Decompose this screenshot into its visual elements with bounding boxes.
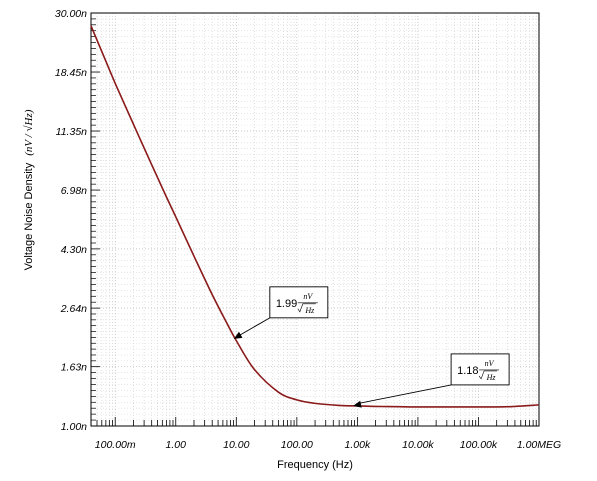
plot-frame	[90, 12, 540, 427]
annotation: 1.99 nV Hz	[233, 286, 329, 339]
x-tick-label: 1.00	[166, 439, 187, 451]
annotation-value: 1.99	[276, 298, 297, 310]
y-axis-title: Voltage Noise Density (nV / √Hz)	[23, 109, 35, 270]
annotation-arrow-line	[236, 317, 271, 338]
x-tick-label: 1.00k	[345, 439, 371, 451]
y-axis-title-text: Voltage Noise Density	[23, 162, 35, 270]
arrowhead-icon	[233, 331, 243, 339]
x-tick-label: 100.00m	[95, 439, 136, 451]
x-tick-label: 10.00	[223, 439, 249, 451]
series-line-noise	[90, 25, 540, 408]
y-tick-label: 6.98n	[61, 185, 87, 197]
x-tick-label: 1.00MEG	[517, 439, 561, 451]
x-tick-labels: 100.00m 1.00 10.00 100.00 1.00k 10.00k 100.00k…	[95, 439, 561, 451]
x-tick-label: 100.00k	[460, 439, 498, 451]
annotation-unit-denominator: Hz	[486, 373, 497, 382]
y-tick-label: 11.35n	[56, 126, 87, 138]
annotation-unit-denominator: Hz	[304, 306, 315, 315]
y-axis-title-unit: (nV / √Hz)	[23, 109, 35, 156]
x-tick-label: 10.00k	[402, 439, 434, 451]
y-tick-label: 18.45n	[55, 67, 87, 79]
y-tick-labels: 1.00n 1.63n 2.64n 4.30n 6.98n 11.35n 18.45n 30.…	[55, 8, 87, 433]
y-tick-label: 30.00n	[55, 8, 87, 20]
annotation-unit-numerator: nV	[303, 292, 313, 301]
sqrt-icon	[478, 370, 498, 380]
annotation-box	[269, 286, 329, 319]
annotation-box	[450, 353, 510, 386]
annotation: 1.18 nV Hz	[353, 353, 510, 408]
annotation-unit-numerator: nV	[485, 359, 495, 368]
x-tick-label: 100.00	[281, 439, 313, 451]
annotation-arrow-line	[356, 384, 452, 405]
arrowhead-icon	[353, 400, 362, 408]
y-tick-label: 1.63n	[61, 362, 87, 374]
y-tick-label: 4.30n	[61, 244, 87, 256]
sqrt-icon	[297, 303, 316, 313]
x-axis-title: Frequency (Hz)	[277, 459, 353, 471]
annotation-value: 1.18	[457, 365, 478, 377]
y-tick-label: 1.00n	[61, 421, 87, 433]
annotations: 1.99 nV Hz 1.18 nV Hz	[233, 286, 510, 408]
y-tick-label: 2.64n	[60, 303, 87, 315]
